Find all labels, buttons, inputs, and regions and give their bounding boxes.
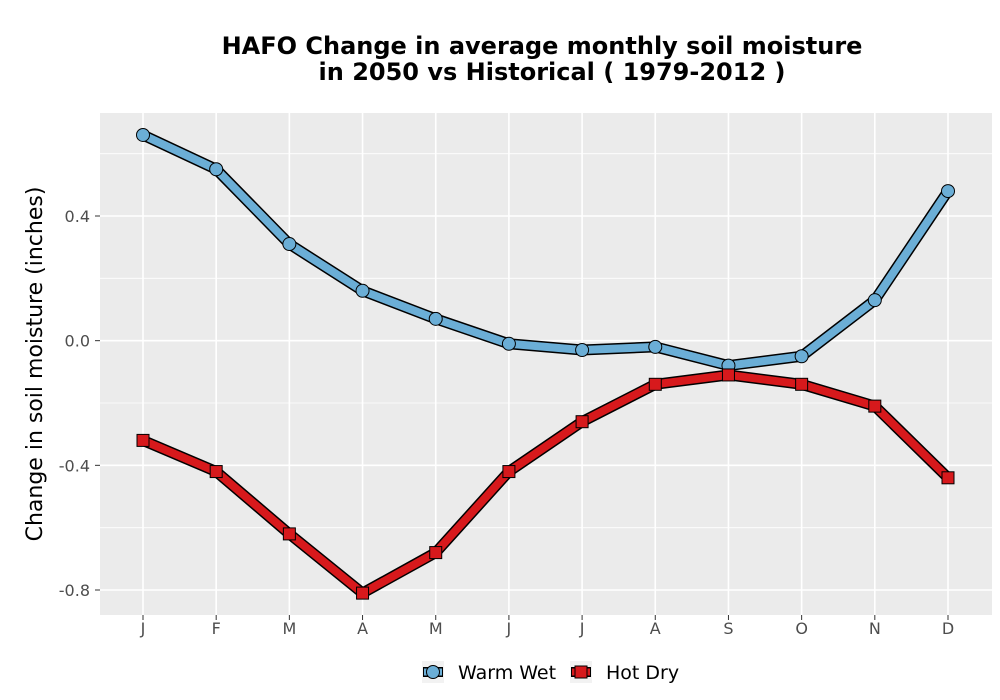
y-tick-label: -0.4 bbox=[59, 456, 90, 475]
data-point-hot-dry bbox=[721, 368, 735, 382]
data-point-hot-dry bbox=[136, 433, 150, 447]
data-point-warm-wet bbox=[282, 237, 297, 252]
x-tick-label: J bbox=[579, 619, 585, 638]
legend-key-marker bbox=[426, 665, 440, 679]
data-point-warm-wet bbox=[941, 184, 955, 199]
x-tick-label: D bbox=[942, 619, 954, 638]
series-layer bbox=[136, 127, 955, 600]
series-line-warm-wet bbox=[139, 130, 952, 370]
chart-title-line-2: in 2050 vs Historical ( 1979-2012 ) bbox=[319, 58, 786, 86]
x-tick-label: M bbox=[429, 619, 443, 638]
data-point-hot-dry bbox=[356, 586, 370, 600]
data-point-warm-wet bbox=[428, 311, 443, 326]
data-point-hot-dry bbox=[429, 546, 443, 560]
data-point-warm-wet bbox=[355, 283, 370, 298]
y-tick-label: 0.4 bbox=[65, 207, 90, 226]
data-point-hot-dry bbox=[795, 377, 809, 391]
data-point-hot-dry bbox=[941, 471, 955, 485]
legend-label-warm-wet: Warm Wet bbox=[458, 662, 556, 684]
data-point-warm-wet bbox=[575, 343, 590, 358]
data-point-warm-wet bbox=[867, 293, 882, 308]
y-axis: -0.8 -0.4 0.0 0.4 bbox=[59, 207, 100, 600]
x-tick-label: A bbox=[650, 619, 661, 638]
y-tick-label: 0.0 bbox=[65, 332, 90, 351]
data-point-hot-dry bbox=[648, 377, 662, 391]
legend-label-hot-dry: Hot Dry bbox=[606, 662, 679, 684]
data-point-hot-dry bbox=[209, 465, 223, 479]
series-line-hot-dry bbox=[139, 370, 952, 598]
data-point-hot-dry bbox=[575, 415, 589, 429]
data-point-warm-wet bbox=[209, 162, 224, 177]
x-tick-label: S bbox=[723, 619, 733, 638]
data-point-warm-wet bbox=[136, 127, 150, 142]
legend-item-hot-dry: Hot Dry bbox=[570, 661, 679, 684]
x-tick-label: J bbox=[506, 619, 512, 638]
data-point-warm-wet bbox=[794, 349, 809, 364]
data-point-hot-dry bbox=[868, 399, 882, 413]
legend: Warm Wet Hot Dry bbox=[422, 661, 679, 684]
x-tick-label: O bbox=[795, 619, 808, 638]
series-hot-dry bbox=[136, 368, 955, 600]
y-tick-label: -0.8 bbox=[59, 581, 90, 600]
x-tick-label: F bbox=[212, 619, 221, 638]
legend-key-marker bbox=[574, 665, 588, 679]
legend-item-warm-wet: Warm Wet bbox=[422, 661, 556, 684]
data-point-hot-dry bbox=[282, 527, 296, 541]
chart-title-line-1: HAFO Change in average monthly soil mois… bbox=[222, 32, 863, 60]
data-point-warm-wet bbox=[648, 339, 663, 354]
y-axis-label: Change in soil moisture (inches) bbox=[23, 187, 48, 542]
x-tick-label: J bbox=[140, 619, 146, 638]
x-tick-label: A bbox=[357, 619, 368, 638]
x-tick-label: M bbox=[282, 619, 296, 638]
data-point-warm-wet bbox=[501, 336, 516, 351]
x-tick-label: N bbox=[869, 619, 881, 638]
data-point-hot-dry bbox=[502, 465, 516, 479]
